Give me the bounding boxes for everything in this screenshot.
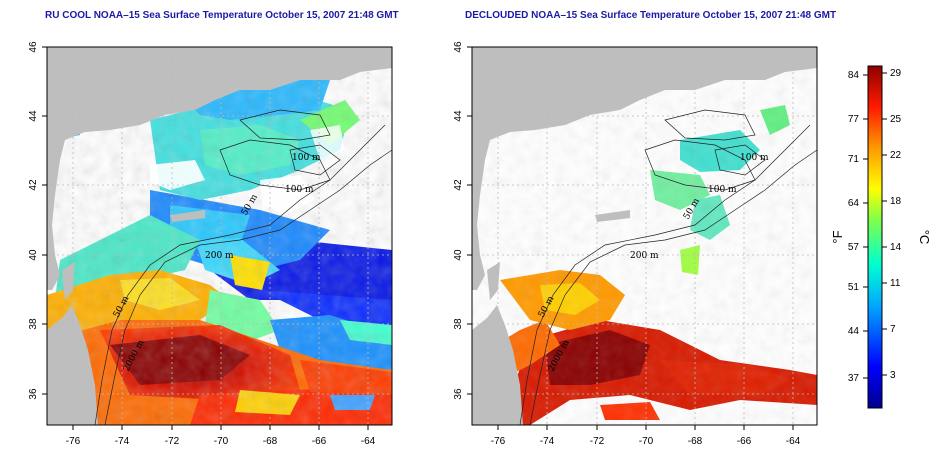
x-tick-label: -68 — [263, 436, 278, 447]
f-tick-label: 64 — [848, 198, 860, 209]
y-tick-label: 42 — [453, 179, 464, 191]
c-tick-label: 3 — [890, 370, 896, 381]
y-tick-label: 46 — [28, 41, 39, 53]
right-map-frame — [471, 46, 818, 426]
fahrenheit-unit-label: °F — [830, 230, 845, 243]
c-tick-label: 18 — [890, 196, 902, 207]
right-x-tick-labels: -76 -74 -72 -70 -68 -66 -64 — [491, 436, 801, 447]
f-tick-label: 84 — [848, 70, 860, 81]
y-tick-label: 46 — [453, 41, 464, 53]
left-sst-field — [47, 47, 392, 425]
f-tick-label: 51 — [848, 282, 860, 293]
colorbar-celsius-labels: 29 25 22 18 14 11 7 3 — [890, 68, 902, 381]
right-land-mask — [472, 47, 817, 425]
x-tick-label: -66 — [312, 436, 327, 447]
contour-label: 200 m — [630, 251, 659, 261]
y-tick-label: 38 — [28, 318, 39, 330]
y-tick-label: 44 — [453, 110, 464, 122]
contour-label: 100 m — [292, 153, 321, 163]
right-bathymetry-contours — [519, 109, 817, 425]
f-tick-label: 44 — [848, 326, 860, 337]
y-tick-label: 36 — [453, 388, 464, 400]
y-tick-label: 40 — [453, 249, 464, 261]
left-axis-ticks — [42, 46, 369, 430]
x-tick-label: -74 — [115, 436, 130, 447]
c-tick-label: 14 — [890, 242, 902, 253]
f-tick-label: 57 — [848, 242, 860, 253]
f-tick-label: 77 — [848, 114, 860, 125]
left-grid-lines — [47, 47, 392, 425]
left-panel-title: RU COOL NOAA–15 Sea Surface Temperature … — [45, 10, 399, 21]
contour-label: 200 m — [205, 251, 234, 261]
right-grid-lines — [472, 47, 817, 425]
x-tick-label: -70 — [639, 436, 654, 447]
f-tick-label: 71 — [848, 154, 860, 165]
y-tick-label: 42 — [28, 179, 39, 191]
x-tick-label: -76 — [491, 436, 506, 447]
c-tick-label: 22 — [890, 150, 902, 161]
y-tick-label: 40 — [28, 249, 39, 261]
colorbar-fahrenheit-labels: 84 77 71 64 57 51 44 37 — [848, 70, 860, 384]
left-y-tick-labels: 46 44 42 40 38 36 — [28, 41, 39, 400]
c-tick-label: 11 — [890, 278, 901, 289]
y-tick-label: 36 — [28, 388, 39, 400]
left-map-panel: 100 m 100 m 50 m 200 m 50 m 2000 m -76 -… — [28, 41, 393, 447]
y-tick-label: 44 — [28, 110, 39, 122]
c-tick-label: 7 — [890, 324, 896, 335]
colorbar-gradient — [867, 65, 883, 409]
x-tick-label: -72 — [165, 436, 180, 447]
x-tick-label: -74 — [540, 436, 555, 447]
temperature-colorbar: 84 77 71 64 57 51 44 37 29 25 22 18 14 1… — [830, 65, 932, 409]
contour-label: 100 m — [285, 185, 314, 195]
contour-label: 100 m — [740, 153, 769, 163]
left-bathymetry-contours — [94, 109, 392, 425]
right-panel-title: DECLOUDED NOAA–15 Sea Surface Temperatur… — [465, 10, 837, 21]
contour-label: 100 m — [708, 185, 737, 195]
left-land-mask — [47, 47, 392, 425]
right-map-panel: 100 m 100 m 50 m 200 m 50 m 2000 m -76 -… — [453, 41, 818, 447]
x-tick-label: -64 — [361, 436, 376, 447]
left-map-frame — [46, 46, 393, 426]
c-tick-label: 25 — [890, 114, 902, 125]
c-tick-label: 29 — [890, 68, 902, 79]
celsius-unit-label: °C — [917, 230, 932, 245]
x-tick-label: -68 — [688, 436, 703, 447]
x-tick-label: -66 — [737, 436, 752, 447]
x-tick-label: -72 — [590, 436, 605, 447]
x-tick-label: -70 — [214, 436, 229, 447]
right-axis-ticks — [467, 46, 794, 430]
x-tick-label: -76 — [66, 436, 81, 447]
y-tick-label: 38 — [453, 318, 464, 330]
x-tick-label: -64 — [786, 436, 801, 447]
left-x-tick-labels: -76 -74 -72 -70 -68 -66 -64 — [66, 436, 376, 447]
f-tick-label: 37 — [848, 373, 860, 384]
right-y-tick-labels: 46 44 42 40 38 36 — [453, 41, 464, 400]
